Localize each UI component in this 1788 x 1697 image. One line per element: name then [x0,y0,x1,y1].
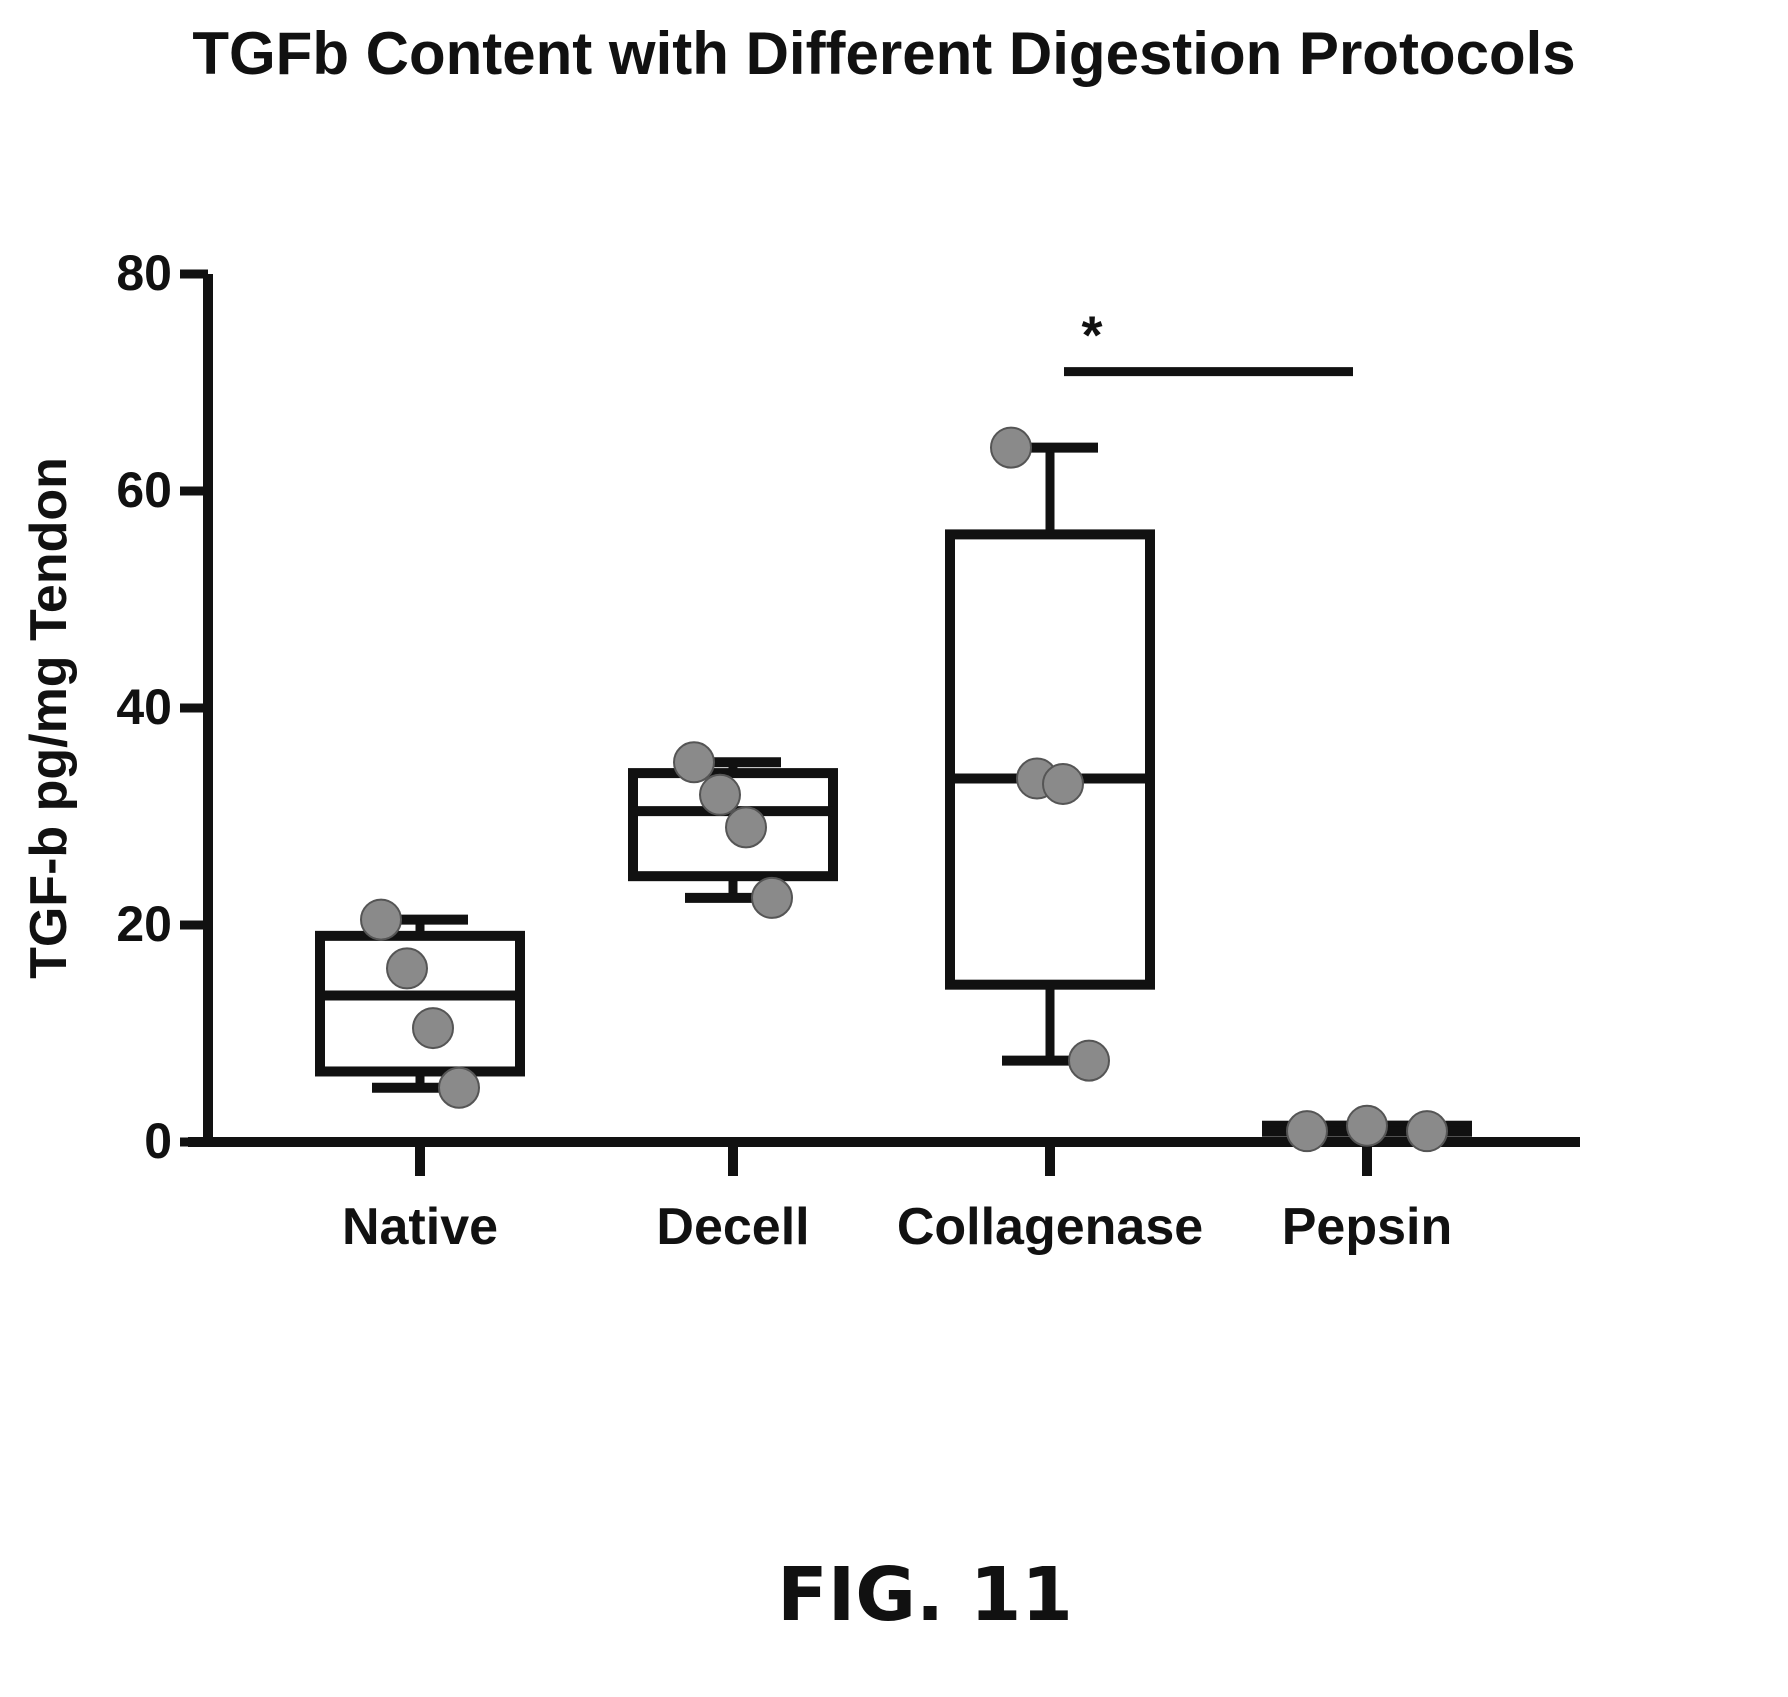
x-tick-label: Pepsin [1282,1198,1453,1256]
data-point [725,806,767,849]
data-point [990,426,1032,469]
data-point [1406,1110,1448,1153]
data-point [360,898,402,941]
data-point [699,773,741,816]
y-tick-label: 60 [116,462,172,518]
y-tick-label: 0 [144,1113,172,1169]
x-tick-label: Collagenase [897,1198,1203,1256]
data-point [1286,1110,1328,1153]
chart-title: TGFb Content with Different Digestion Pr… [192,20,1575,87]
data-point [386,947,428,990]
data-point [1042,762,1084,805]
box-series [315,426,1472,1153]
box-decell [628,741,838,919]
significance-star: * [1081,306,1102,366]
y-tick-label: 20 [116,896,172,952]
x-tick-label: Native [342,1198,498,1256]
box-body [945,529,1155,990]
annotations: * [1064,306,1353,377]
data-point [1068,1039,1110,1082]
x-tick-label: Decell [656,1198,809,1256]
y-tick-label: 80 [116,245,172,301]
data-point [751,876,793,919]
figure-label: FIG. 11 [777,1552,1073,1638]
box-body [628,768,838,882]
data-point [673,741,715,784]
y-axis-label: TGF-b pg/mg Tendon [20,457,78,979]
data-point [412,1007,454,1050]
box-native [315,898,525,1109]
box-pepsin [1262,1104,1472,1153]
data-point [1346,1104,1388,1147]
y-tick-label: 40 [116,679,172,735]
box-collagenase [945,426,1155,1082]
axes: 0 20 40 60 80 Native Decell Collagenase Pepsin [116,245,1580,1256]
data-point [438,1066,480,1109]
box-body [315,930,525,1077]
